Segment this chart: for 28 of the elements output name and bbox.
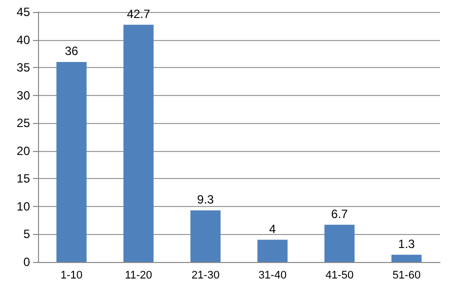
x-tick-label: 1-10 xyxy=(60,270,83,282)
y-tick-label: 0 xyxy=(23,255,30,269)
y-tick-label: 45 xyxy=(16,5,30,19)
data-label: 36 xyxy=(64,44,78,58)
y-tick-label: 10 xyxy=(16,199,30,214)
x-tick-label: 41-50 xyxy=(325,270,354,282)
x-tick-label: 11-20 xyxy=(124,270,152,282)
y-tick-label: 25 xyxy=(16,116,30,130)
y-tick-label: 15 xyxy=(16,172,30,186)
bar xyxy=(257,240,288,262)
x-tick-label: 21-30 xyxy=(191,270,220,282)
data-label: 4 xyxy=(269,222,276,236)
bar xyxy=(56,62,87,262)
data-label: 1.3 xyxy=(398,236,416,251)
data-label: 6.7 xyxy=(331,206,348,221)
x-tick-label: 51-60 xyxy=(392,270,421,282)
data-label: 9.3 xyxy=(197,192,214,206)
y-tick-label: 5 xyxy=(23,227,30,242)
bar xyxy=(324,224,355,262)
bar xyxy=(391,254,422,262)
x-tick-label: 31-40 xyxy=(258,270,287,282)
data-label: 42.7 xyxy=(126,6,150,21)
y-tick-label: 35 xyxy=(16,60,30,75)
bar xyxy=(123,24,154,262)
bar xyxy=(190,210,221,262)
y-tick-label: 20 xyxy=(16,144,30,158)
y-tick-label: 40 xyxy=(16,32,30,47)
y-tick-label: 30 xyxy=(16,88,30,102)
